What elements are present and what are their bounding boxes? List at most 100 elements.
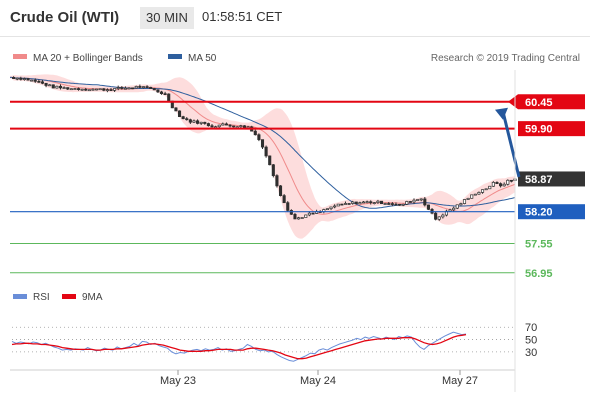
candle-body — [300, 217, 304, 219]
candle-body — [452, 207, 456, 211]
time-tick-label: May 27 — [442, 375, 478, 387]
candle-body — [228, 124, 232, 127]
candle-body — [376, 200, 380, 203]
candle-body — [289, 210, 293, 215]
candle-body — [480, 189, 485, 193]
candle-body — [477, 192, 481, 195]
candle-body — [199, 121, 203, 124]
candle-body — [239, 125, 243, 128]
candle-body — [354, 201, 358, 205]
candle-body — [242, 125, 247, 128]
candle-body — [221, 123, 225, 126]
level-label-56.95: 56.95 — [525, 268, 553, 280]
timeframe-button[interactable]: 30 MIN — [140, 7, 194, 29]
candle-body — [253, 130, 257, 136]
bollinger-band — [10, 74, 515, 239]
level-pointer-60.45 — [508, 94, 518, 110]
candle-body — [156, 89, 160, 93]
candle-body — [26, 78, 30, 81]
candle-body — [412, 199, 416, 203]
level-label-58.20: 58.20 — [525, 207, 553, 219]
time-tick-label: May 23 — [160, 375, 196, 387]
candle-body — [455, 204, 459, 209]
candle-body — [113, 88, 117, 91]
candle-body — [336, 203, 340, 207]
candle-body — [116, 87, 120, 89]
level-label-57.55: 57.55 — [525, 238, 553, 250]
level-label-59.90: 59.90 — [525, 124, 553, 136]
candle-body — [127, 87, 131, 90]
candle-body — [293, 213, 297, 220]
candle-body — [196, 120, 200, 124]
candle-body — [448, 209, 452, 212]
candle-body — [282, 195, 286, 204]
candle-body — [361, 201, 366, 204]
candle-body — [76, 88, 81, 90]
candle-body — [405, 201, 409, 205]
candle-body — [174, 107, 178, 112]
rsi-ma-legend-swatch — [62, 294, 76, 299]
candle-body — [192, 120, 196, 123]
level-box-60.45 — [518, 94, 585, 110]
level-box-58.87 — [518, 171, 585, 187]
instrument-title: Crude Oil (WTI) — [10, 9, 120, 26]
ma50-legend-swatch — [168, 54, 182, 59]
candle-body — [379, 200, 384, 205]
candle-body — [120, 87, 124, 89]
candle-body — [51, 84, 55, 89]
rsi-legend-label: RSI — [33, 292, 50, 303]
rsi-line — [11, 331, 467, 362]
candle-body — [408, 201, 412, 203]
candle-body — [98, 88, 102, 91]
candle-body — [372, 202, 376, 204]
candle-body — [297, 217, 301, 220]
candle-body — [499, 183, 503, 187]
rsi-ma-legend-label: 9MA — [82, 292, 103, 303]
candle-body — [138, 86, 142, 88]
candle-body — [434, 212, 438, 220]
candle-body — [141, 86, 146, 88]
candle-body — [347, 203, 351, 205]
candle-body — [105, 89, 109, 92]
candle-body — [102, 88, 106, 91]
candle-body — [181, 116, 185, 120]
candle-body — [311, 212, 315, 215]
candle-body — [214, 126, 218, 129]
level-box-58.20 — [518, 204, 585, 220]
candle-body — [188, 119, 192, 123]
candle-body — [69, 88, 73, 91]
candle-body — [343, 203, 348, 205]
candle-body — [329, 206, 333, 210]
candle-body — [351, 201, 355, 204]
candle-body — [87, 89, 91, 92]
candle-body — [437, 216, 441, 220]
candle-body — [48, 84, 52, 87]
candle-body — [484, 188, 488, 191]
candle-body — [185, 118, 189, 121]
candle-body — [95, 88, 99, 91]
candle-body — [495, 181, 499, 184]
candle-body — [91, 88, 95, 91]
candle-body — [210, 125, 214, 128]
candle-body — [66, 87, 70, 90]
candle-body — [491, 181, 495, 187]
candle-body — [325, 208, 329, 211]
candle-body — [271, 164, 275, 176]
candle-body — [473, 193, 477, 196]
candle-body — [390, 203, 394, 205]
candle-body — [268, 155, 272, 166]
rsi-legend: RSI 9MA — [13, 292, 103, 303]
candle-body — [387, 203, 391, 205]
candle-body — [264, 146, 268, 157]
projection-arrowhead — [495, 107, 508, 120]
candle-body — [466, 197, 470, 200]
candle-body — [286, 202, 290, 211]
candle-body — [19, 77, 23, 80]
bollinger-legend-swatch — [13, 54, 27, 59]
candle-body — [177, 110, 182, 117]
candle-body — [55, 85, 59, 89]
candle-body — [33, 79, 37, 82]
candle-body — [502, 183, 506, 187]
candle-body — [462, 199, 467, 204]
